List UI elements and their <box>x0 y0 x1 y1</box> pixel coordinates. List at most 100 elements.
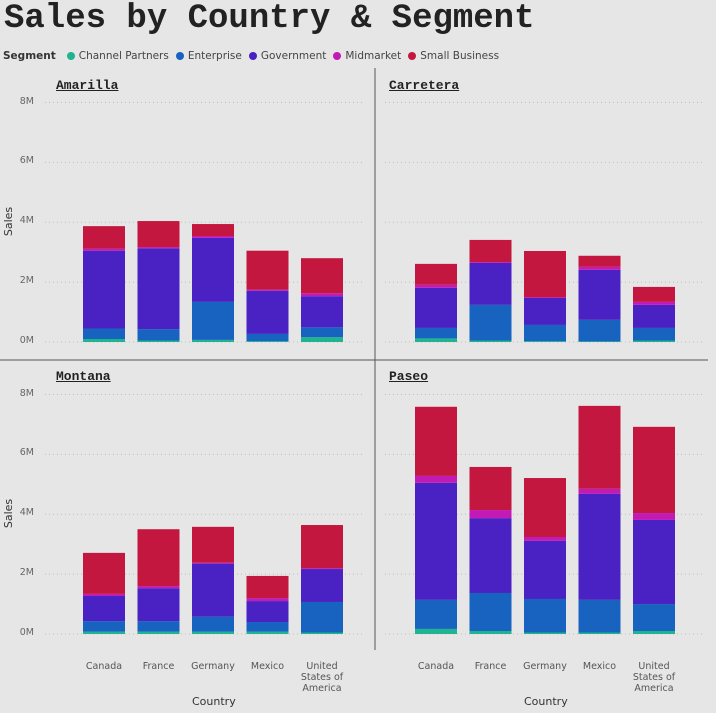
bar-segment <box>137 621 180 632</box>
x-axis-label: Country <box>192 695 236 708</box>
panel-title: Paseo <box>389 369 429 384</box>
bar-segment <box>469 518 512 593</box>
bar-segment <box>192 526 234 563</box>
legend-swatch <box>408 52 417 60</box>
bar-segment <box>469 239 512 263</box>
bar-segment <box>83 593 125 596</box>
panel-title: Carretera <box>389 78 460 93</box>
bar-segment <box>469 510 512 519</box>
bar-segment <box>524 324 566 342</box>
legend-label: Small Business <box>420 50 500 62</box>
bar-segment <box>192 236 234 238</box>
bar-segment <box>524 297 566 298</box>
bar-segment <box>192 562 234 564</box>
bar-segment <box>246 598 289 602</box>
bar-segment <box>192 339 234 342</box>
legend-title: Segment <box>3 50 56 62</box>
y-tick-label: 4M <box>19 507 34 519</box>
bar-segment <box>192 224 234 237</box>
bar-segment <box>192 631 234 634</box>
bar-segment <box>415 406 457 476</box>
y-axis-label: Sales <box>2 207 16 237</box>
bar-segment <box>83 226 125 249</box>
bar-segment <box>137 340 180 342</box>
bar-segment <box>137 586 180 589</box>
bar-segment <box>633 631 675 634</box>
bar-segment <box>415 599 457 629</box>
bar-segment <box>246 575 289 599</box>
bar-segment <box>524 598 566 633</box>
panel-title: Amarilla <box>56 78 119 93</box>
bar-segment <box>301 293 343 297</box>
x-tick-label: Mexico <box>582 661 617 672</box>
bar-segment <box>301 601 343 633</box>
bar-segment <box>578 269 621 320</box>
legend-label: Enterprise <box>187 50 242 62</box>
bar-segment <box>633 604 675 632</box>
x-tick-label: United States of America <box>632 661 676 694</box>
x-tick-label: Canada <box>417 661 455 672</box>
x-axis-label: Country <box>524 695 568 708</box>
bar-segment <box>469 592 512 632</box>
bar-segment <box>246 333 289 342</box>
legend-label: Government <box>260 50 327 62</box>
y-tick-label: 6M <box>19 155 34 167</box>
bar-segment <box>192 616 234 632</box>
bar-segment <box>83 552 125 594</box>
bar-segment <box>415 284 457 288</box>
bar-segment <box>301 569 343 602</box>
bar-segment <box>246 622 289 632</box>
bar-segment <box>524 250 566 298</box>
bar-segment <box>246 631 289 634</box>
bar-segment <box>301 568 343 570</box>
y-tick-label: 2M <box>19 275 34 287</box>
bar-segment <box>524 341 566 342</box>
bar-segment <box>137 631 180 634</box>
bar-segment <box>246 341 289 342</box>
bar-segment <box>301 337 343 342</box>
bar-segment <box>192 301 234 340</box>
bar-segment <box>301 327 343 338</box>
legend-swatch <box>333 52 342 60</box>
bar-segment <box>469 262 512 305</box>
bar-segment <box>301 525 343 569</box>
bar-segment <box>578 405 621 489</box>
bar-segment <box>246 290 289 334</box>
x-tick-label: United States of America <box>300 661 344 694</box>
x-tick-label: Germany <box>523 661 567 672</box>
bar-segment <box>633 301 675 305</box>
bar-segment <box>415 263 457 285</box>
y-tick-label: 4M <box>19 215 34 227</box>
bar-segment <box>137 248 180 330</box>
legend-label: Channel Partners <box>78 50 169 62</box>
bar-segment <box>578 266 621 270</box>
y-tick-label: 8M <box>19 387 34 399</box>
bar-segment <box>301 258 343 294</box>
bar-segment <box>415 482 457 600</box>
legend-swatch <box>175 52 184 60</box>
y-tick-label: 0M <box>19 627 34 638</box>
bar-segment <box>633 340 675 342</box>
bar-segment <box>633 327 675 341</box>
bar-segment <box>137 221 180 248</box>
bar-segment <box>469 466 512 511</box>
bar-segment <box>83 631 125 634</box>
y-tick-label: 6M <box>19 447 34 459</box>
bar-segment <box>83 328 125 340</box>
bar-segment <box>301 296 343 328</box>
bar-segment <box>633 513 675 520</box>
y-tick-label: 8M <box>19 95 34 107</box>
legend-label: Midmarket <box>345 50 402 62</box>
x-tick-label: France <box>142 661 175 672</box>
x-tick-label: Canada <box>85 661 123 672</box>
bar-segment <box>137 247 180 249</box>
y-tick-label: 2M <box>19 567 34 579</box>
bar-segment <box>415 287 457 328</box>
legend: Segment Channel Partners Enterprise Govern… <box>3 50 499 62</box>
bar-segment <box>633 286 675 302</box>
bar-segment <box>524 632 566 634</box>
bar-segment <box>83 339 125 342</box>
bar-segment <box>192 237 234 302</box>
